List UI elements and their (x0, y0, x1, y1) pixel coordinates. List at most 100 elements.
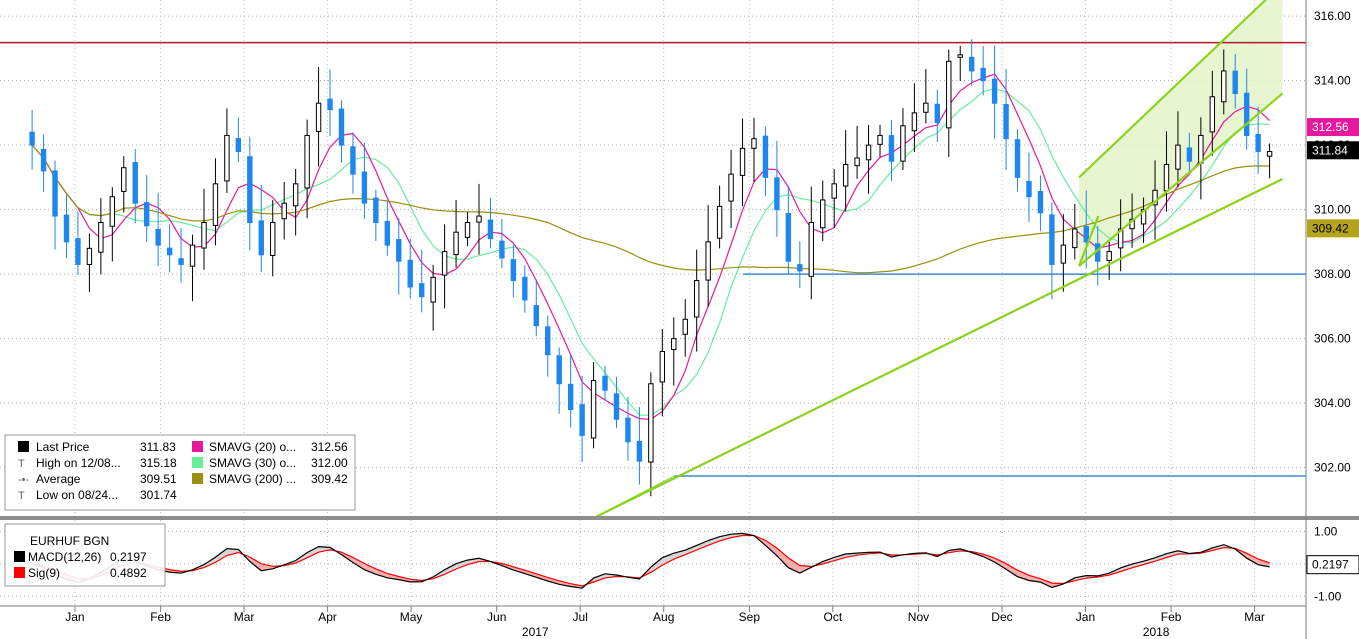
candle-down (235, 138, 242, 153)
x-tick-label: Jan (65, 610, 84, 624)
macd-histogram-fill (352, 557, 365, 570)
candle-up (453, 231, 459, 256)
candle-up (441, 251, 448, 276)
x-tick-label: Dec (991, 610, 1012, 624)
legend-series-value: 312.00 (311, 456, 348, 470)
candle-up (1175, 144, 1181, 170)
candle-up (189, 244, 196, 267)
legend-series-value: 309.51 (140, 472, 177, 486)
macd-histogram-fill (226, 548, 239, 556)
year-label: 2017 (522, 625, 549, 639)
candle-up (1221, 70, 1227, 103)
trend-line (584, 178, 1283, 524)
macd-histogram-fill (559, 580, 571, 587)
price-tag-box (1307, 219, 1359, 238)
legend-series-name: Average (36, 472, 81, 486)
candle-up (304, 134, 310, 189)
macd-histogram-fill (1166, 550, 1178, 558)
macd-histogram-fill (318, 546, 331, 553)
candle-up (98, 222, 104, 253)
macd-histogram-fill (1143, 557, 1156, 565)
macd-y-axis: 1.00 -1.00 (1314, 524, 1342, 603)
candle-up (842, 163, 849, 187)
candle-down (1037, 190, 1044, 214)
candle-down (40, 148, 47, 172)
price-y-tick-label: 316.00 (1314, 9, 1351, 23)
trend-line (1078, 92, 1284, 267)
candle-down (258, 220, 264, 256)
candle-up (946, 60, 952, 129)
macd-histogram-fill (593, 573, 606, 582)
candle-up (693, 280, 700, 318)
macd-histogram-fill (249, 556, 262, 571)
candle-down (533, 305, 539, 327)
legend-marker: -•- (18, 474, 30, 486)
macd-histogram-fill (1017, 570, 1029, 581)
candle-down (1255, 133, 1261, 153)
macd-histogram-fill (662, 553, 674, 566)
macd-tag-label: 0.2197 (1312, 558, 1349, 572)
macd-histogram-fill (307, 546, 319, 558)
candle-down (797, 264, 803, 272)
price-tag-label: 311.84 (1312, 143, 1348, 157)
candle-up (212, 183, 219, 227)
candle-down (1049, 214, 1055, 265)
x-tick-label: Mar (234, 610, 255, 624)
macd-legend-name: Sig(9) (28, 566, 60, 580)
legend-series-name: Low on 08/24... (36, 488, 118, 502)
candle-down (613, 393, 620, 420)
candle-down (579, 404, 585, 436)
candle-up (728, 173, 734, 202)
candle-up (671, 338, 677, 351)
macd-line (31, 532, 1270, 589)
legend-box (4, 434, 356, 511)
candle-down (132, 162, 138, 204)
macd-legend: EURHUF BGN MACD(12,26) 0.2197 Sig(9) 0.4892 (4, 523, 166, 587)
candle-down (350, 146, 356, 175)
candle-up (86, 247, 93, 265)
x-tick-label: Feb (1161, 610, 1182, 624)
candle-down (407, 259, 413, 288)
candle-down (166, 247, 173, 256)
legend-swatch (192, 473, 203, 484)
macd-histogram-fill (776, 548, 789, 568)
macd-histogram-fill (994, 558, 1007, 570)
candle-down (338, 108, 345, 146)
price-tags: 312.56 311.84 309.42 (1307, 118, 1359, 238)
macd-histogram-fill (215, 548, 227, 563)
candle-up (854, 157, 860, 167)
candle-up (1209, 96, 1216, 133)
candle-up (1152, 189, 1158, 206)
candle-down (418, 283, 425, 298)
macd-histogram-fill (788, 557, 800, 574)
candle-down (991, 78, 998, 104)
x-tick-label: Nov (908, 610, 929, 624)
candle-down (968, 56, 975, 72)
candle-up (831, 183, 837, 199)
candle-up (315, 102, 322, 132)
price-legend: Last Price 311.83 T High on 12/08... 315.18 -… (4, 434, 356, 511)
candle-down (1003, 104, 1009, 140)
candle-up (808, 222, 814, 277)
x-axis: Jan Feb Mar Apr May Jun Jul Aug Sep Oct Nov Dec Jan F… (0, 605, 1306, 639)
candle-down (384, 221, 391, 246)
macd-histogram-fill (650, 557, 663, 573)
macd-title: EURHUF BGN (30, 534, 109, 548)
macd-legend-swatch (14, 551, 25, 562)
candle-up (201, 222, 207, 249)
candle-down (499, 240, 505, 259)
candle-down (29, 131, 35, 146)
candle-down (602, 375, 608, 391)
legend-series-value: 315.18 (140, 456, 177, 470)
macd-histogram-fill (375, 568, 388, 578)
candle-down (785, 213, 792, 262)
candle-down (545, 326, 551, 356)
candle-down (522, 276, 528, 301)
candle-down (361, 171, 368, 204)
candle-up (751, 138, 757, 149)
pane-separator (0, 516, 1359, 520)
candle-up (109, 196, 116, 227)
price-y-tick-label: 302.00 (1314, 461, 1351, 475)
price-pane: 316.00 314.00 312.00 310.00 308.00 306.00 304.… (0, 0, 1359, 524)
